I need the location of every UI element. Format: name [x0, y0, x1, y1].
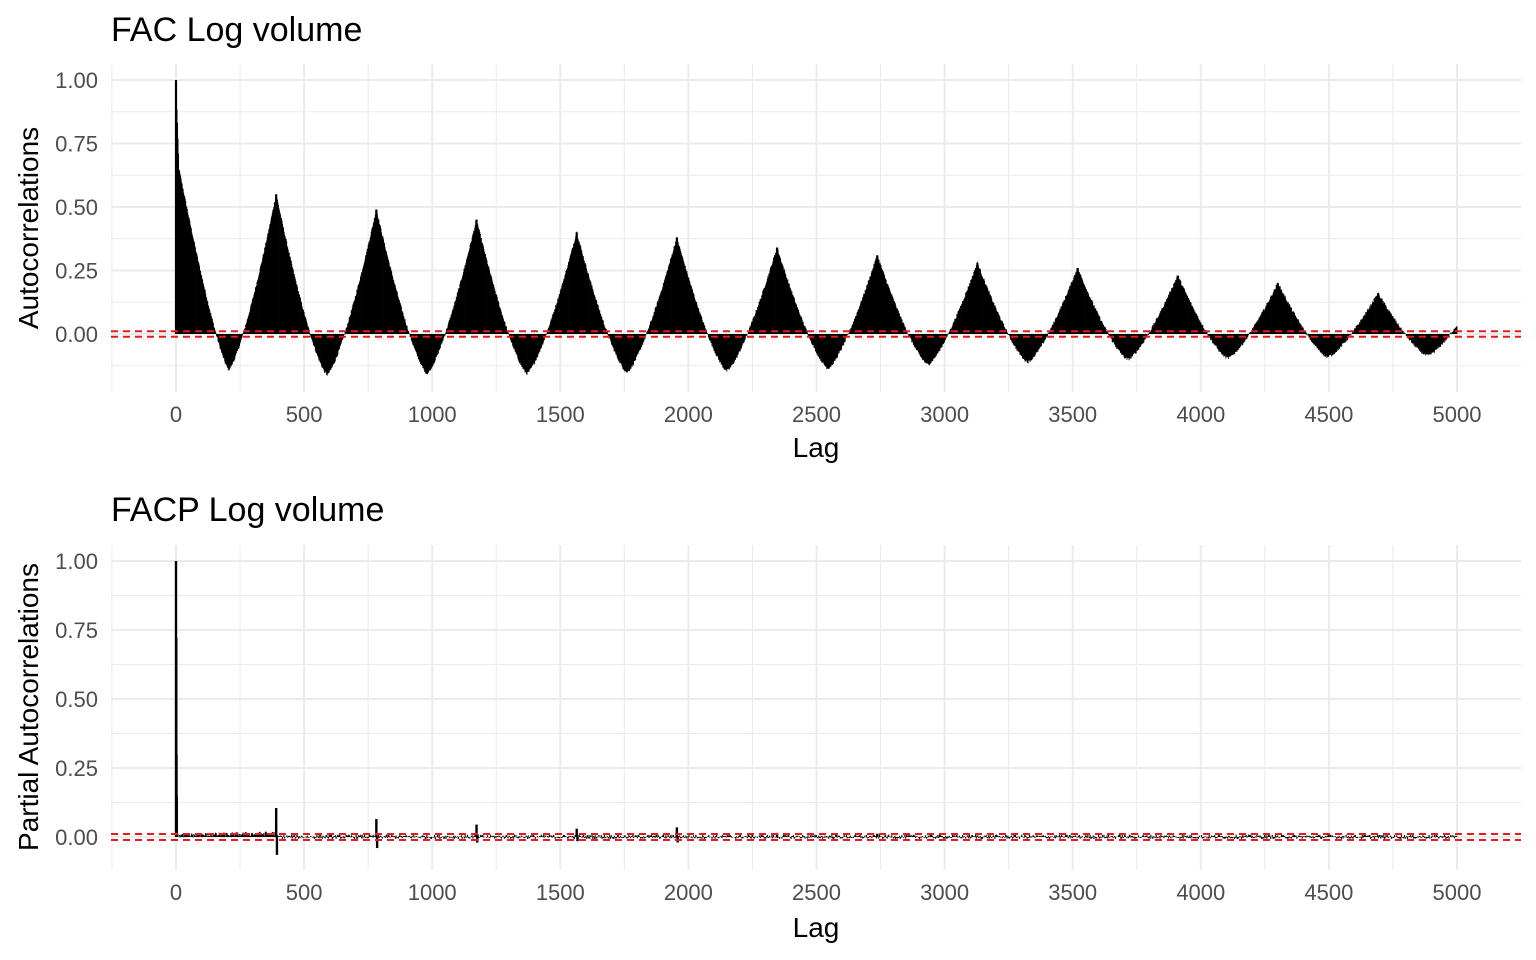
- x-tick-label: 1000: [408, 402, 457, 427]
- y-tick-label: 0.00: [55, 825, 98, 850]
- x-tick-label: 500: [286, 402, 323, 427]
- x-tick-label: 2500: [792, 402, 841, 427]
- x-tick-label: 3000: [920, 880, 969, 905]
- acf-x-tick-labels: 0 500 1000 1500 2000 2500 3000 3500 4000 4500 5000: [170, 402, 1482, 427]
- pacf-x-tick-labels: 0 500 1000 1500 2000 2500 3000 3500 4000 4500 5000: [170, 880, 1482, 905]
- x-tick-label: 4000: [1176, 402, 1225, 427]
- pacf-gridlines: [111, 545, 1521, 870]
- y-tick-label: 0.75: [55, 618, 98, 643]
- pacf-y-axis-title: Partial Autocorrelations: [13, 563, 44, 851]
- y-tick-label: 0.50: [55, 195, 98, 220]
- x-tick-label: 3500: [1048, 402, 1097, 427]
- pacf-title: FACP Log volume: [111, 491, 384, 529]
- x-tick-label: 2500: [792, 880, 841, 905]
- pacf-x-axis-title: Lag: [793, 912, 840, 943]
- acf-bars: [174, 80, 1458, 376]
- acf-x-axis-title: Lag: [793, 432, 840, 463]
- y-tick-label: 0.25: [55, 756, 98, 781]
- y-tick-label: 0.50: [55, 687, 98, 712]
- x-tick-label: 0: [170, 880, 182, 905]
- x-tick-label: 1500: [536, 880, 585, 905]
- acf-y-axis-title: Autocorrelations: [13, 127, 44, 329]
- x-tick-label: 2000: [664, 402, 713, 427]
- y-tick-label: 0.25: [55, 259, 98, 284]
- pacf-y-tick-labels: 0.00 0.25 0.50 0.75 1.00: [55, 549, 98, 850]
- x-tick-label: 4500: [1304, 880, 1353, 905]
- x-tick-label: 500: [286, 880, 323, 905]
- acf-y-tick-labels: 0.00 0.25 0.50 0.75 1.00: [55, 68, 98, 347]
- y-tick-label: 0.00: [55, 322, 98, 347]
- y-tick-label: 1.00: [55, 68, 98, 93]
- x-tick-label: 4500: [1304, 402, 1353, 427]
- pacf-panel: FACP Log volume 0.00 0.25 0.50 0.75 1.00 0 50…: [13, 491, 1521, 943]
- x-tick-label: 3000: [920, 402, 969, 427]
- x-tick-label: 1500: [536, 402, 585, 427]
- acf-title: FAC Log volume: [111, 11, 362, 49]
- x-tick-label: 0: [170, 402, 182, 427]
- pacf-confidence-band: [111, 833, 1521, 841]
- x-tick-label: 1000: [408, 880, 457, 905]
- acf-panel: FAC Log volume 0.00 0.25 0.50 0.75 1.00 0 500…: [13, 11, 1521, 463]
- y-tick-label: 1.00: [55, 549, 98, 574]
- pacf-bars: [174, 561, 1458, 855]
- acf-confidence-band: [111, 330, 1521, 338]
- x-tick-label: 3500: [1048, 880, 1097, 905]
- x-tick-label: 2000: [664, 880, 713, 905]
- x-tick-label: 4000: [1176, 880, 1225, 905]
- x-tick-label: 5000: [1433, 402, 1482, 427]
- x-tick-label: 5000: [1433, 880, 1482, 905]
- y-tick-label: 0.75: [55, 132, 98, 157]
